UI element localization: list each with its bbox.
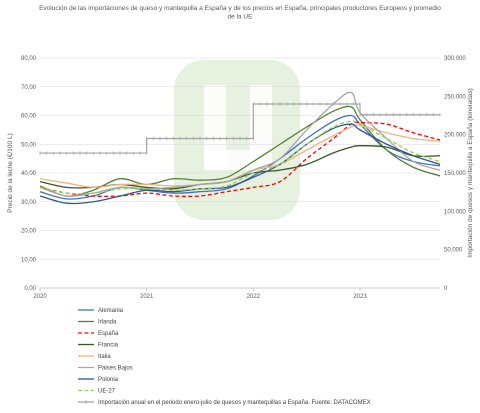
series	[39, 91, 441, 205]
series-line-ue-27	[39, 120, 441, 195]
y2-axis-title: Importación de quesos y mantequilla a Es…	[467, 88, 474, 257]
y2-tick-label: 250.000	[444, 94, 466, 100]
watermark-logo	[174, 60, 300, 220]
legend: Alemania Irlanda España Francia Italia Paises…	[78, 308, 371, 406]
y-tick-label: 50,00	[21, 142, 37, 148]
x-tick-label: 2020	[33, 294, 47, 300]
y2-tick-label: 50.000	[444, 248, 463, 254]
legend-label: Alemania	[98, 308, 124, 314]
legend-label: Irlanda	[98, 320, 117, 326]
legend-label: Polonia	[98, 377, 119, 383]
legend-label: Italia	[98, 354, 111, 360]
y-tick-label: 70,00	[21, 85, 37, 91]
series-line-espa-a	[39, 121, 441, 198]
y2-tick-label: 100.000	[444, 209, 466, 215]
y-tick-label: 60,00	[21, 114, 37, 120]
y-axis-title: Precio de la leche (€/100 L)	[7, 133, 14, 213]
axes: 0,00 10,00 20,00 30,00 40,00 50,00 60,00 70,00 8…	[7, 56, 474, 300]
y2-tick-label: 300.000	[444, 56, 466, 62]
watermark-stripe	[250, 85, 272, 170]
watermark-shape	[174, 60, 300, 220]
watermark-stripe	[204, 150, 272, 170]
series-line-polonia	[39, 123, 441, 205]
legend-label: Paises Bajos	[98, 366, 133, 372]
legend-label: España	[98, 331, 119, 337]
watermark-stripe	[204, 85, 226, 170]
x-tick-label: 2021	[140, 294, 154, 300]
y-tick-label: 10,00	[21, 257, 37, 263]
legend-label: UE-27	[98, 389, 116, 395]
series-line-paises-bajos	[39, 91, 441, 197]
y2-tick-label: 200.000	[444, 133, 466, 139]
y2-tick-label: 0	[444, 286, 448, 292]
y-tick-label: 20,00	[21, 229, 37, 235]
y-tick-label: 80,00	[21, 56, 37, 62]
legend-label: Francia	[98, 343, 119, 349]
x-tick-label: 2023	[353, 294, 367, 300]
chart-title-line: de la UE	[228, 14, 254, 21]
chart-title-line: Evolución de las importaciones de queso …	[39, 5, 441, 12]
y-tick-label: 30,00	[21, 200, 37, 206]
x-tick-label: 2022	[247, 294, 261, 300]
y2-tick-label: 150.000	[444, 171, 466, 177]
legend-label: Importación anual en el periodo enero-ju…	[98, 400, 371, 406]
y-tick-label: 0,00	[24, 286, 36, 292]
y-tick-label: 40,00	[21, 171, 37, 177]
chart-title: Evolución de las importaciones de queso …	[39, 5, 441, 21]
